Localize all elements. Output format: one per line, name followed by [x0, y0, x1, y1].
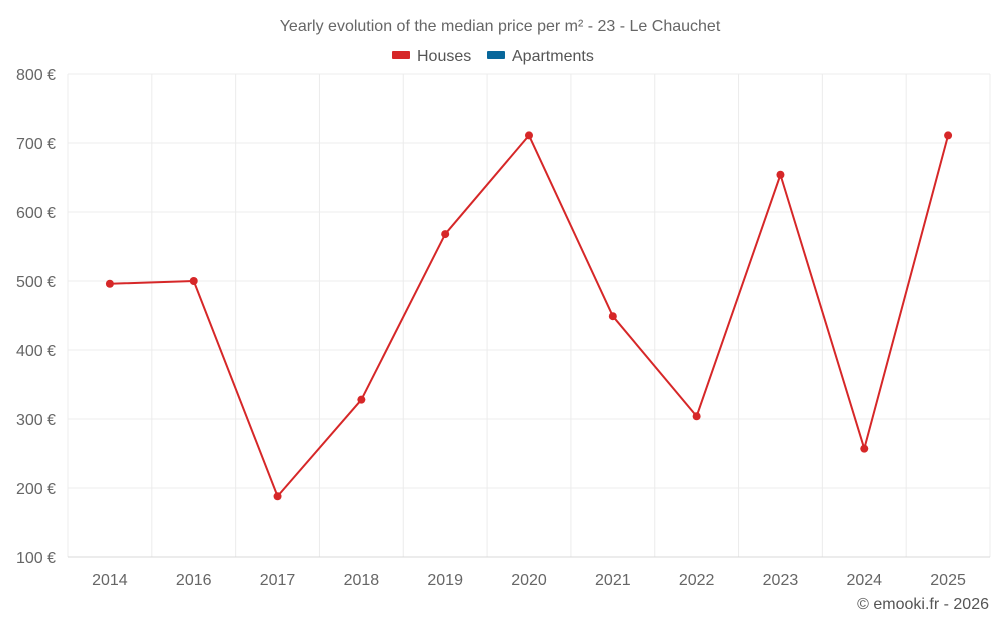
legend-item-apartments[interactable]: Apartments [487, 48, 594, 65]
series-layer [105, 131, 953, 501]
grid [67, 73, 991, 557]
y-tick-label-600: 600 € [16, 205, 56, 222]
data-point-houses-2014[interactable] [105, 279, 114, 288]
x-tick-label-2017: 2017 [260, 572, 296, 589]
axes: 100 € 200 € 300 € 400 € 500 € 600 € 700 € 800 €… [16, 67, 990, 589]
data-point-houses-2018[interactable] [357, 395, 366, 404]
data-point-houses-2022[interactable] [692, 412, 701, 421]
x-tick-label-2022: 2022 [679, 572, 715, 589]
legend-item-houses[interactable]: Houses [392, 48, 471, 65]
legend-swatch-apartments [487, 51, 505, 59]
legend-label-apartments: Apartments [512, 48, 594, 65]
y-tick-label-200: 200 € [16, 481, 56, 498]
legend: Houses Apartments [392, 48, 594, 65]
x-tick-label-2018: 2018 [344, 572, 380, 589]
x-tick-label-2024: 2024 [846, 572, 882, 589]
data-point-houses-2017[interactable] [273, 492, 282, 501]
x-tick-label-2021: 2021 [595, 572, 631, 589]
data-point-houses-2020[interactable] [525, 131, 533, 140]
y-tick-label-100: 100 € [16, 550, 56, 567]
x-tick-label-2016: 2016 [176, 572, 212, 589]
chart-title: Yearly evolution of the median price per… [280, 18, 721, 35]
legend-label-houses: Houses [417, 48, 471, 65]
y-tick-label-400: 400 € [16, 343, 56, 360]
y-tick-label-800: 800 € [16, 67, 56, 84]
data-point-houses-2021[interactable] [608, 312, 617, 321]
x-tick-label-2014: 2014 [92, 572, 128, 589]
y-tick-label-700: 700 € [16, 136, 56, 153]
credit-text: © emooki.fr - 2026 [857, 596, 989, 613]
x-tick-label-2019: 2019 [427, 572, 463, 589]
data-point-houses-2023[interactable] [776, 170, 785, 179]
data-point-houses-2024[interactable] [860, 444, 869, 453]
y-tick-label-300: 300 € [16, 412, 56, 429]
data-point-houses-2019[interactable] [441, 230, 450, 239]
x-tick-label-2025: 2025 [930, 572, 966, 589]
x-tick-label-2020: 2020 [511, 572, 547, 589]
y-tick-label-500: 500 € [16, 274, 56, 291]
data-point-houses-2025[interactable] [944, 131, 953, 140]
legend-swatch-houses [392, 51, 410, 59]
data-point-houses-2016[interactable] [189, 277, 198, 285]
x-tick-label-2023: 2023 [763, 572, 799, 589]
